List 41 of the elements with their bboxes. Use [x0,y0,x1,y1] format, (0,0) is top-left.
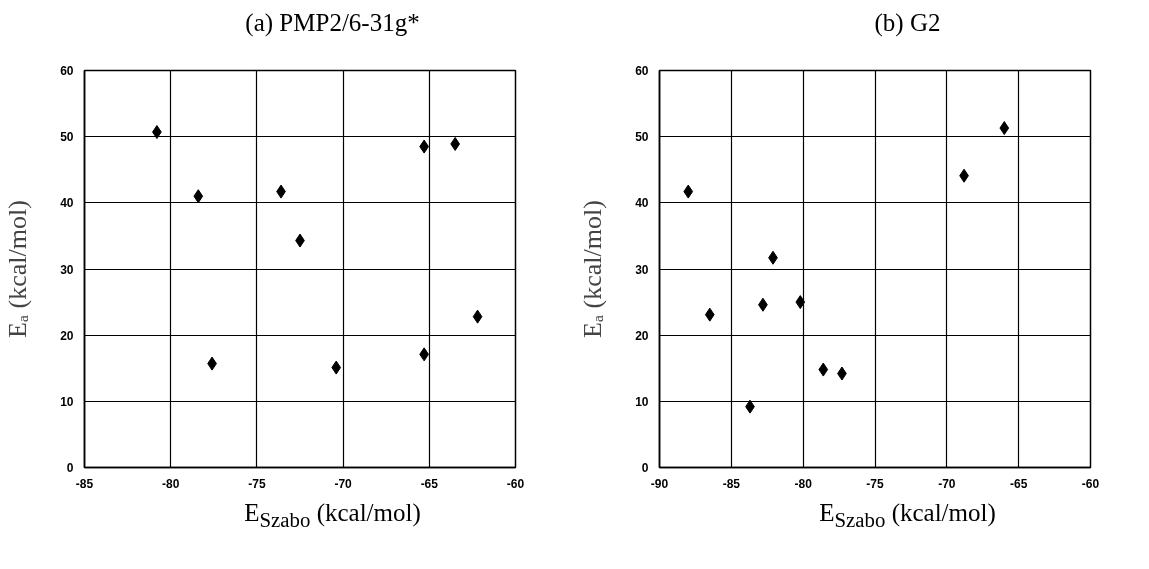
x-tick-label: -85 [75,476,94,491]
y-tick-label: 10 [60,394,74,409]
x-tick-label: -60 [506,476,525,491]
y-tick-label: 60 [60,64,74,78]
point [704,307,715,322]
x-tick-label: -75 [866,476,884,491]
y-tick-label: 60 [635,64,649,78]
y-tick-label: 30 [60,262,74,277]
y-tick-label: 40 [635,196,649,211]
y-tick-label: 40 [60,196,74,211]
x-tick-label: -80 [162,476,180,491]
y-tick-label: 0 [641,461,649,475]
x-tick-label: -90 [650,476,669,491]
x-tick-label: -75 [248,476,266,491]
point [683,184,694,199]
y-tick-label: 20 [635,328,649,343]
x-axis-title: E$_{Szabo}$ (kcal/mol) [243,498,422,534]
x-tick-label: -65 [420,476,439,491]
point [193,189,204,204]
point [472,309,483,324]
y-tick-label: 50 [635,130,649,145]
chart-title: (a) PMP2/6-31g* [244,8,421,39]
y-tick-label: 0 [66,461,74,475]
x-tick-label: -85 [722,476,741,491]
y-tick-label: 20 [60,328,74,343]
chart-title: (b) G2 [873,8,942,39]
x-tick-label: -60 [1081,476,1100,491]
y-tick-label: 50 [60,130,74,145]
x-axis-title: E$_{Szabo}$ (kcal/mol) [818,498,997,534]
y-axis-title: Eₐ (kcal/mol) [578,200,608,338]
point [795,295,806,310]
x-tick-label: -70 [938,476,956,491]
point [331,360,342,375]
point [818,362,829,377]
x-tick-label: -65 [1009,476,1028,491]
y-tick-label: 10 [635,394,649,409]
x-tick-label: -70 [334,476,353,491]
point [999,121,1010,136]
y-tick-label: 30 [635,262,649,277]
y-axis-title: Eₐ (kcal/mol) [3,200,33,338]
x-tick-label: -80 [794,476,813,491]
